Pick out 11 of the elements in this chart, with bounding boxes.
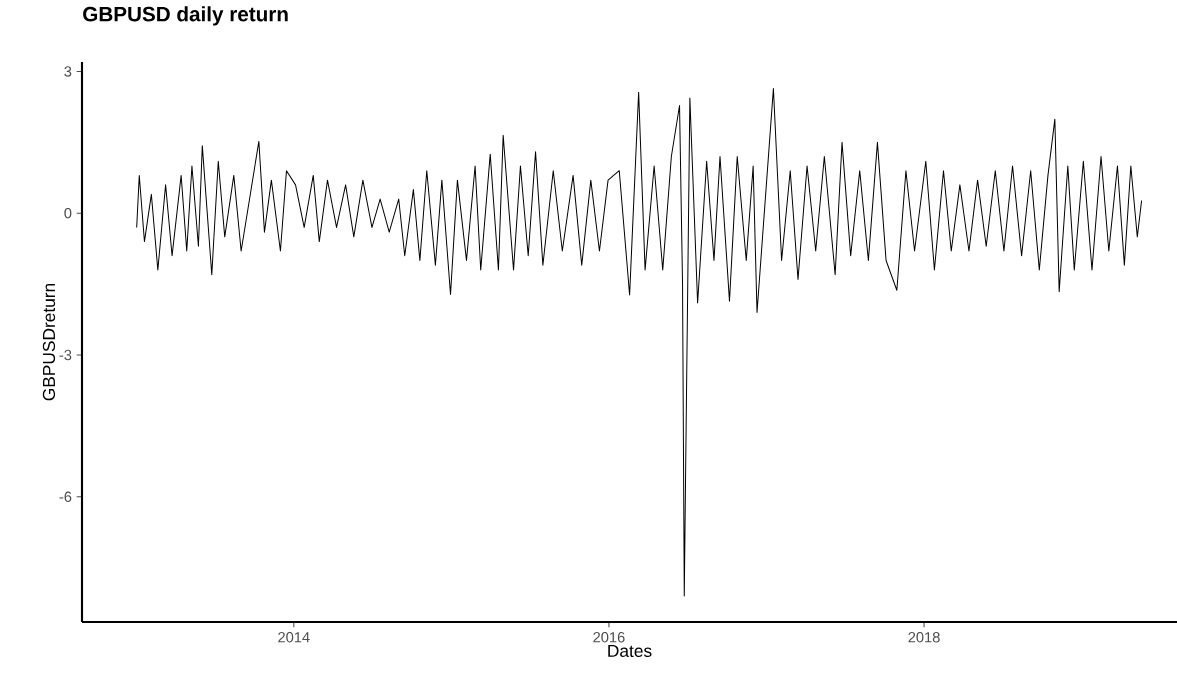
x-tick-label: 2014 <box>278 632 310 643</box>
x-tick-label: 2018 <box>908 632 940 643</box>
x-axis-title: Dates <box>608 644 652 658</box>
line-series <box>136 87 1143 597</box>
y-axis-title: GBPUSDreturn <box>42 283 56 401</box>
chart-title: GBPUSD daily return <box>83 6 288 26</box>
y-tick-label: -3 <box>59 349 72 361</box>
y-tick-label: -6 <box>59 491 72 502</box>
y-tick-label: 3 <box>64 66 72 77</box>
y-tick-label: 0 <box>64 208 72 219</box>
x-tick-label: 2016 <box>593 632 625 643</box>
